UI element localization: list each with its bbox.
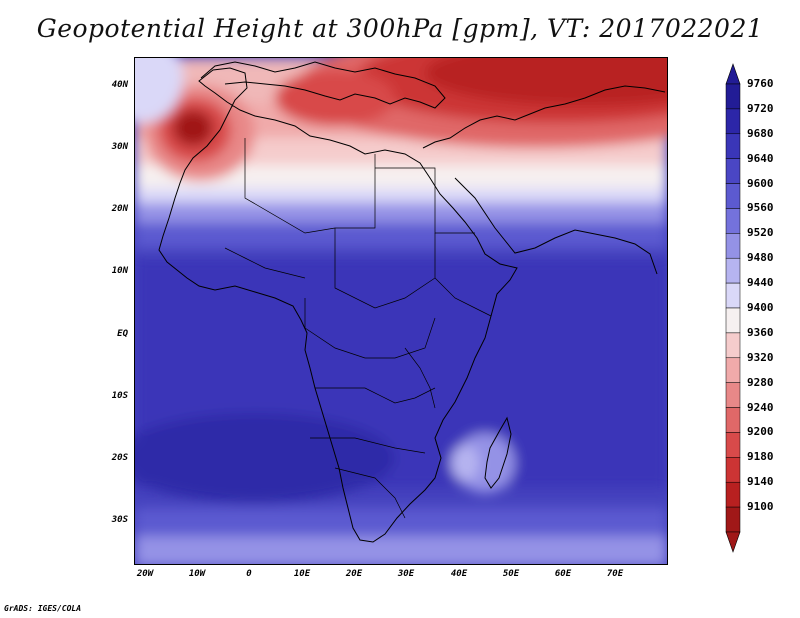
country-border	[375, 167, 475, 234]
colorbar-level-label: 9560	[747, 201, 774, 215]
colorbar-level-label: 9360	[747, 325, 774, 339]
x-tick-label: 10W	[188, 569, 206, 579]
x-tick-label: 10E	[293, 569, 311, 579]
colorbar-level-label: 9280	[747, 375, 774, 389]
colorbar	[725, 63, 741, 553]
contour-band	[135, 58, 183, 123]
colorbar-segment	[725, 257, 741, 284]
country-border	[434, 277, 492, 317]
colorbar-segment	[725, 233, 741, 259]
colorbar-arrow-bottom	[725, 531, 741, 553]
coastlines	[158, 61, 666, 543]
colorbar-segment	[725, 506, 741, 533]
colorbar-level-label: 9640	[747, 151, 774, 165]
colorbar-level-label: 9600	[747, 176, 774, 190]
colorbar-segment	[725, 133, 741, 159]
contour-band	[425, 58, 667, 105]
y-tick-label: EQ	[117, 329, 128, 339]
colorbar-segment	[725, 382, 741, 408]
x-tick-label: 20E	[345, 569, 363, 579]
colorbar-segment	[725, 282, 741, 309]
x-tick-label: 20W	[136, 569, 154, 579]
colorbar-level-label: 9440	[747, 276, 774, 290]
contour-band	[275, 70, 395, 126]
colorbar-level-label: 9320	[747, 350, 774, 364]
colorbar-level-label: 9400	[747, 301, 774, 314]
x-tick-label: 0	[246, 569, 252, 579]
colorbar-level-label: 9680	[747, 126, 774, 140]
colorbar-level-label: 9140	[747, 475, 774, 489]
map-title: Geopotential Height at 300hPa [gpm], VT:…	[36, 14, 764, 43]
colorbar-segment	[725, 108, 741, 135]
colorbar-segment	[725, 83, 741, 110]
africa-coastline	[158, 67, 518, 543]
madagascar-coastline	[484, 416, 512, 489]
contour-band	[451, 445, 479, 481]
country-border	[304, 298, 436, 359]
contour-band	[135, 536, 667, 564]
country-border	[334, 467, 406, 519]
colorbar-level-label: 9180	[747, 450, 774, 464]
contour-band	[135, 413, 395, 503]
colorbar-level-label: 9240	[747, 400, 774, 414]
arabia-coastline	[454, 177, 658, 275]
colorbar-segment	[725, 183, 741, 209]
contour-band	[173, 110, 213, 146]
y-tick-label: 10S	[111, 391, 128, 401]
contour-field	[135, 58, 667, 564]
y-tick-label: 40N	[111, 80, 128, 90]
colorbar-segment	[725, 432, 741, 458]
country-border	[224, 247, 306, 279]
x-tick-label: 40E	[450, 569, 468, 579]
x-tick-label: 70E	[606, 569, 624, 579]
colorbar-segment	[725, 457, 741, 483]
country-border	[334, 228, 436, 309]
country-border	[404, 347, 436, 409]
country-borders	[224, 138, 492, 519]
colorbar-arrow-top	[725, 63, 741, 85]
asia-coastline	[422, 85, 666, 149]
colorbar-level-label: 9760	[747, 77, 774, 90]
filled-contours	[135, 58, 667, 564]
y-tick-label: 30S	[111, 515, 128, 525]
y-tick-label: 10N	[111, 266, 128, 276]
colorbar-segment	[725, 158, 741, 184]
colorbar-level-label: 9480	[747, 251, 774, 265]
colorbar-segment	[725, 307, 741, 334]
colorbar-segment	[725, 332, 741, 359]
country-border	[310, 437, 426, 454]
y-tick-label: 20S	[111, 453, 128, 463]
colorbar-segment	[725, 407, 741, 433]
x-tick-label: 50E	[502, 569, 520, 579]
x-tick-label: 60E	[554, 569, 572, 579]
colorbar-level-label: 9520	[747, 226, 774, 240]
footer-credit: GrADS: IGES/COLA	[4, 604, 82, 613]
colorbar-level-label: 9720	[747, 101, 774, 115]
map-panel	[134, 57, 668, 565]
colorbar-segment	[725, 357, 741, 383]
y-tick-label: 20N	[111, 204, 128, 214]
country-border	[315, 387, 436, 404]
europe-coastline	[200, 61, 446, 109]
x-tick-label: 30E	[397, 569, 415, 579]
colorbar-level-label: 9200	[747, 425, 774, 439]
colorbar-segment	[725, 481, 741, 508]
colorbar-level-label: 9100	[747, 500, 774, 514]
colorbar-segment	[725, 208, 741, 234]
y-tick-label: 30N	[111, 142, 128, 152]
